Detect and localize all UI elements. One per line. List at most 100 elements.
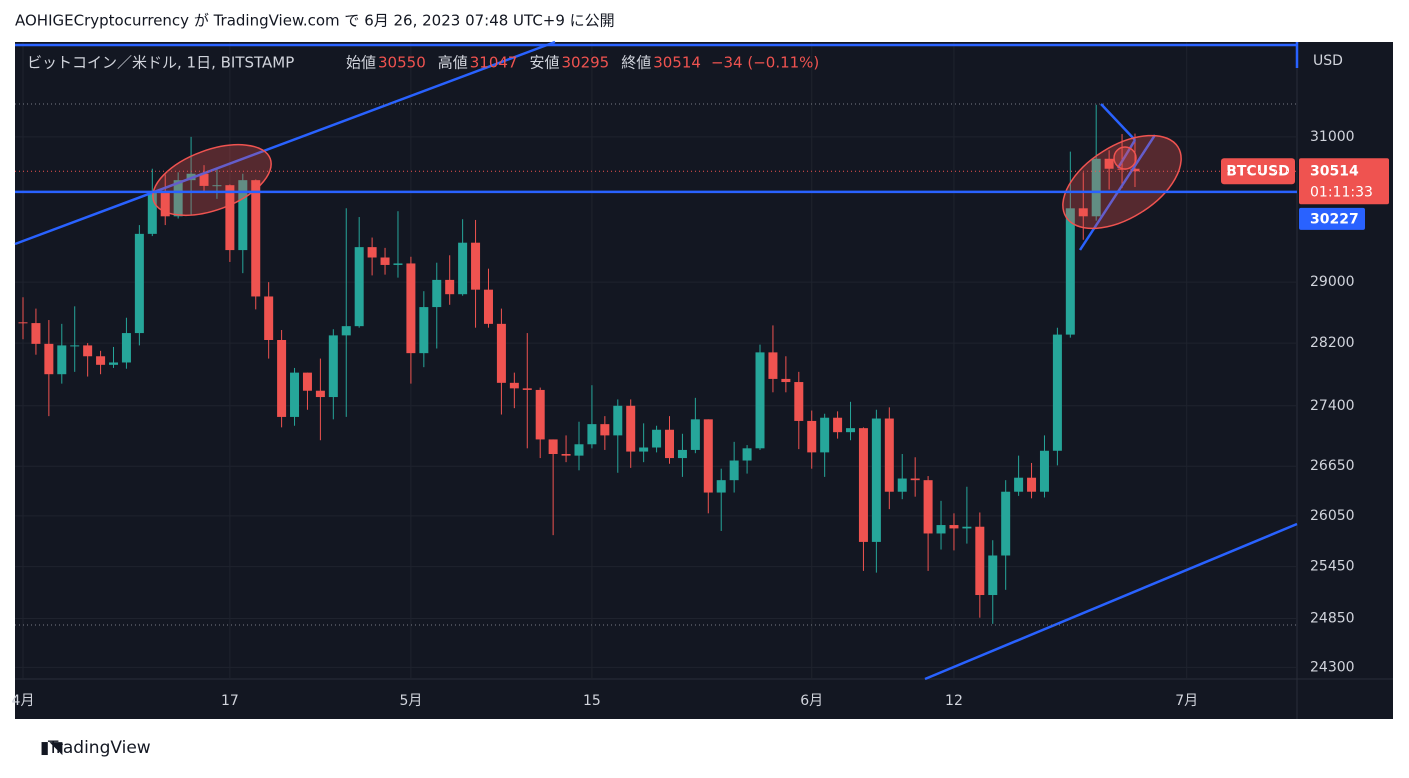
x-tick-label: 12 [945, 693, 963, 709]
ohlc-label: 始値 [346, 54, 376, 72]
candle-body [458, 242, 468, 295]
change: −34 (−0.11%) [711, 54, 819, 72]
candle-body [587, 424, 597, 445]
candle-body [833, 417, 843, 433]
highlights [152, 134, 1182, 230]
y-tick-label: 24850 [1310, 611, 1355, 627]
y-tick-label: 26650 [1310, 458, 1355, 474]
candle-body [716, 480, 726, 493]
hline-label-box [1299, 207, 1365, 230]
candle-body [561, 454, 571, 456]
candle-body [509, 382, 519, 389]
candle-body [626, 405, 636, 452]
ohlc-value: 30514 [653, 54, 701, 72]
y-tick-label: 29000 [1310, 274, 1355, 290]
candle-body [380, 257, 390, 265]
candle-body [962, 526, 972, 529]
ohlc-value: 30295 [561, 54, 609, 72]
candle-body [96, 356, 106, 365]
y-tick-label: 28200 [1310, 335, 1355, 351]
candle-body [496, 323, 506, 383]
candle-body [341, 326, 351, 336]
candle-body [807, 420, 817, 453]
candle-body [652, 429, 662, 448]
candle-body [18, 322, 28, 324]
ohlc-value: 31047 [470, 54, 518, 72]
candle-body [212, 185, 222, 187]
candle-body [923, 480, 933, 534]
candle-body [1078, 208, 1088, 217]
candle-body [1130, 168, 1140, 172]
candle-body [858, 428, 868, 542]
brand: TradingView [47, 738, 151, 758]
candle-body [535, 389, 545, 440]
candle-body [445, 279, 455, 295]
ohlc-label: 終値 [621, 54, 651, 72]
legend: ビットコイン／米ドル, 1日, BITSTAMP 始値 30550 高値 31047 安… [27, 54, 819, 72]
candle-body [820, 417, 830, 453]
candle-body [121, 333, 131, 363]
candle-body [225, 185, 235, 251]
x-tick-label: 6月 [800, 693, 823, 709]
last-price-box [1299, 158, 1389, 205]
candle-body [742, 448, 752, 461]
candle-body [690, 419, 700, 450]
symbol-label-box [1221, 158, 1295, 185]
candle-body [315, 390, 325, 398]
trend-line [924, 522, 1298, 681]
candle-body [302, 372, 312, 391]
candle-body [471, 242, 481, 290]
candle-body [871, 418, 881, 542]
candle-body [264, 296, 274, 340]
highlight-ellipse [152, 143, 272, 217]
candle-body [910, 478, 920, 481]
candle-body [199, 173, 209, 186]
candle-body [290, 372, 300, 417]
last-price-label: 30514 [1310, 163, 1359, 179]
candle-body [173, 180, 183, 217]
candle-body [367, 247, 377, 258]
candle-body [251, 180, 261, 297]
candles [18, 104, 1140, 624]
y-tick-label: 31000 [1310, 129, 1355, 145]
candle-body [328, 335, 338, 398]
y-tick-label: 25450 [1310, 559, 1355, 575]
candle-body [703, 419, 713, 493]
candle-body [419, 307, 429, 354]
candle-body [1027, 477, 1037, 492]
candle-body [988, 555, 998, 596]
x-tick-label: 17 [221, 693, 239, 709]
candle-body [781, 378, 791, 383]
candle-body [406, 263, 416, 354]
x-tick-label: 4月 [12, 693, 35, 709]
hline-label: 30227 [1310, 211, 1359, 227]
y-tick-label: 26050 [1310, 508, 1355, 524]
grid [15, 42, 1297, 679]
x-tick-label: 5月 [399, 693, 422, 709]
candle-body [522, 388, 532, 390]
candle-body [1001, 491, 1011, 556]
candle-body [1104, 158, 1114, 169]
candle-body [936, 525, 946, 534]
candle-body [1052, 334, 1062, 451]
trend-line [14, 40, 556, 246]
candle-body [1065, 208, 1075, 335]
candle-body [548, 439, 558, 455]
candle-body [238, 180, 248, 251]
candle-body [31, 323, 41, 344]
candle-body [147, 191, 157, 234]
pattern-line [1100, 103, 1136, 141]
candle-body [1091, 158, 1101, 217]
countdown: 01:11:33 [1310, 184, 1373, 200]
pattern-line [1116, 139, 1137, 169]
candle-body [794, 382, 804, 421]
currency-label: USD [1313, 53, 1343, 69]
brand-logo: ▮◥ [40, 738, 63, 758]
candle-body [277, 339, 287, 417]
highlight-ellipse [1113, 146, 1137, 170]
candle-body [432, 279, 442, 308]
candle-body [44, 343, 54, 375]
candle-body [639, 447, 649, 452]
